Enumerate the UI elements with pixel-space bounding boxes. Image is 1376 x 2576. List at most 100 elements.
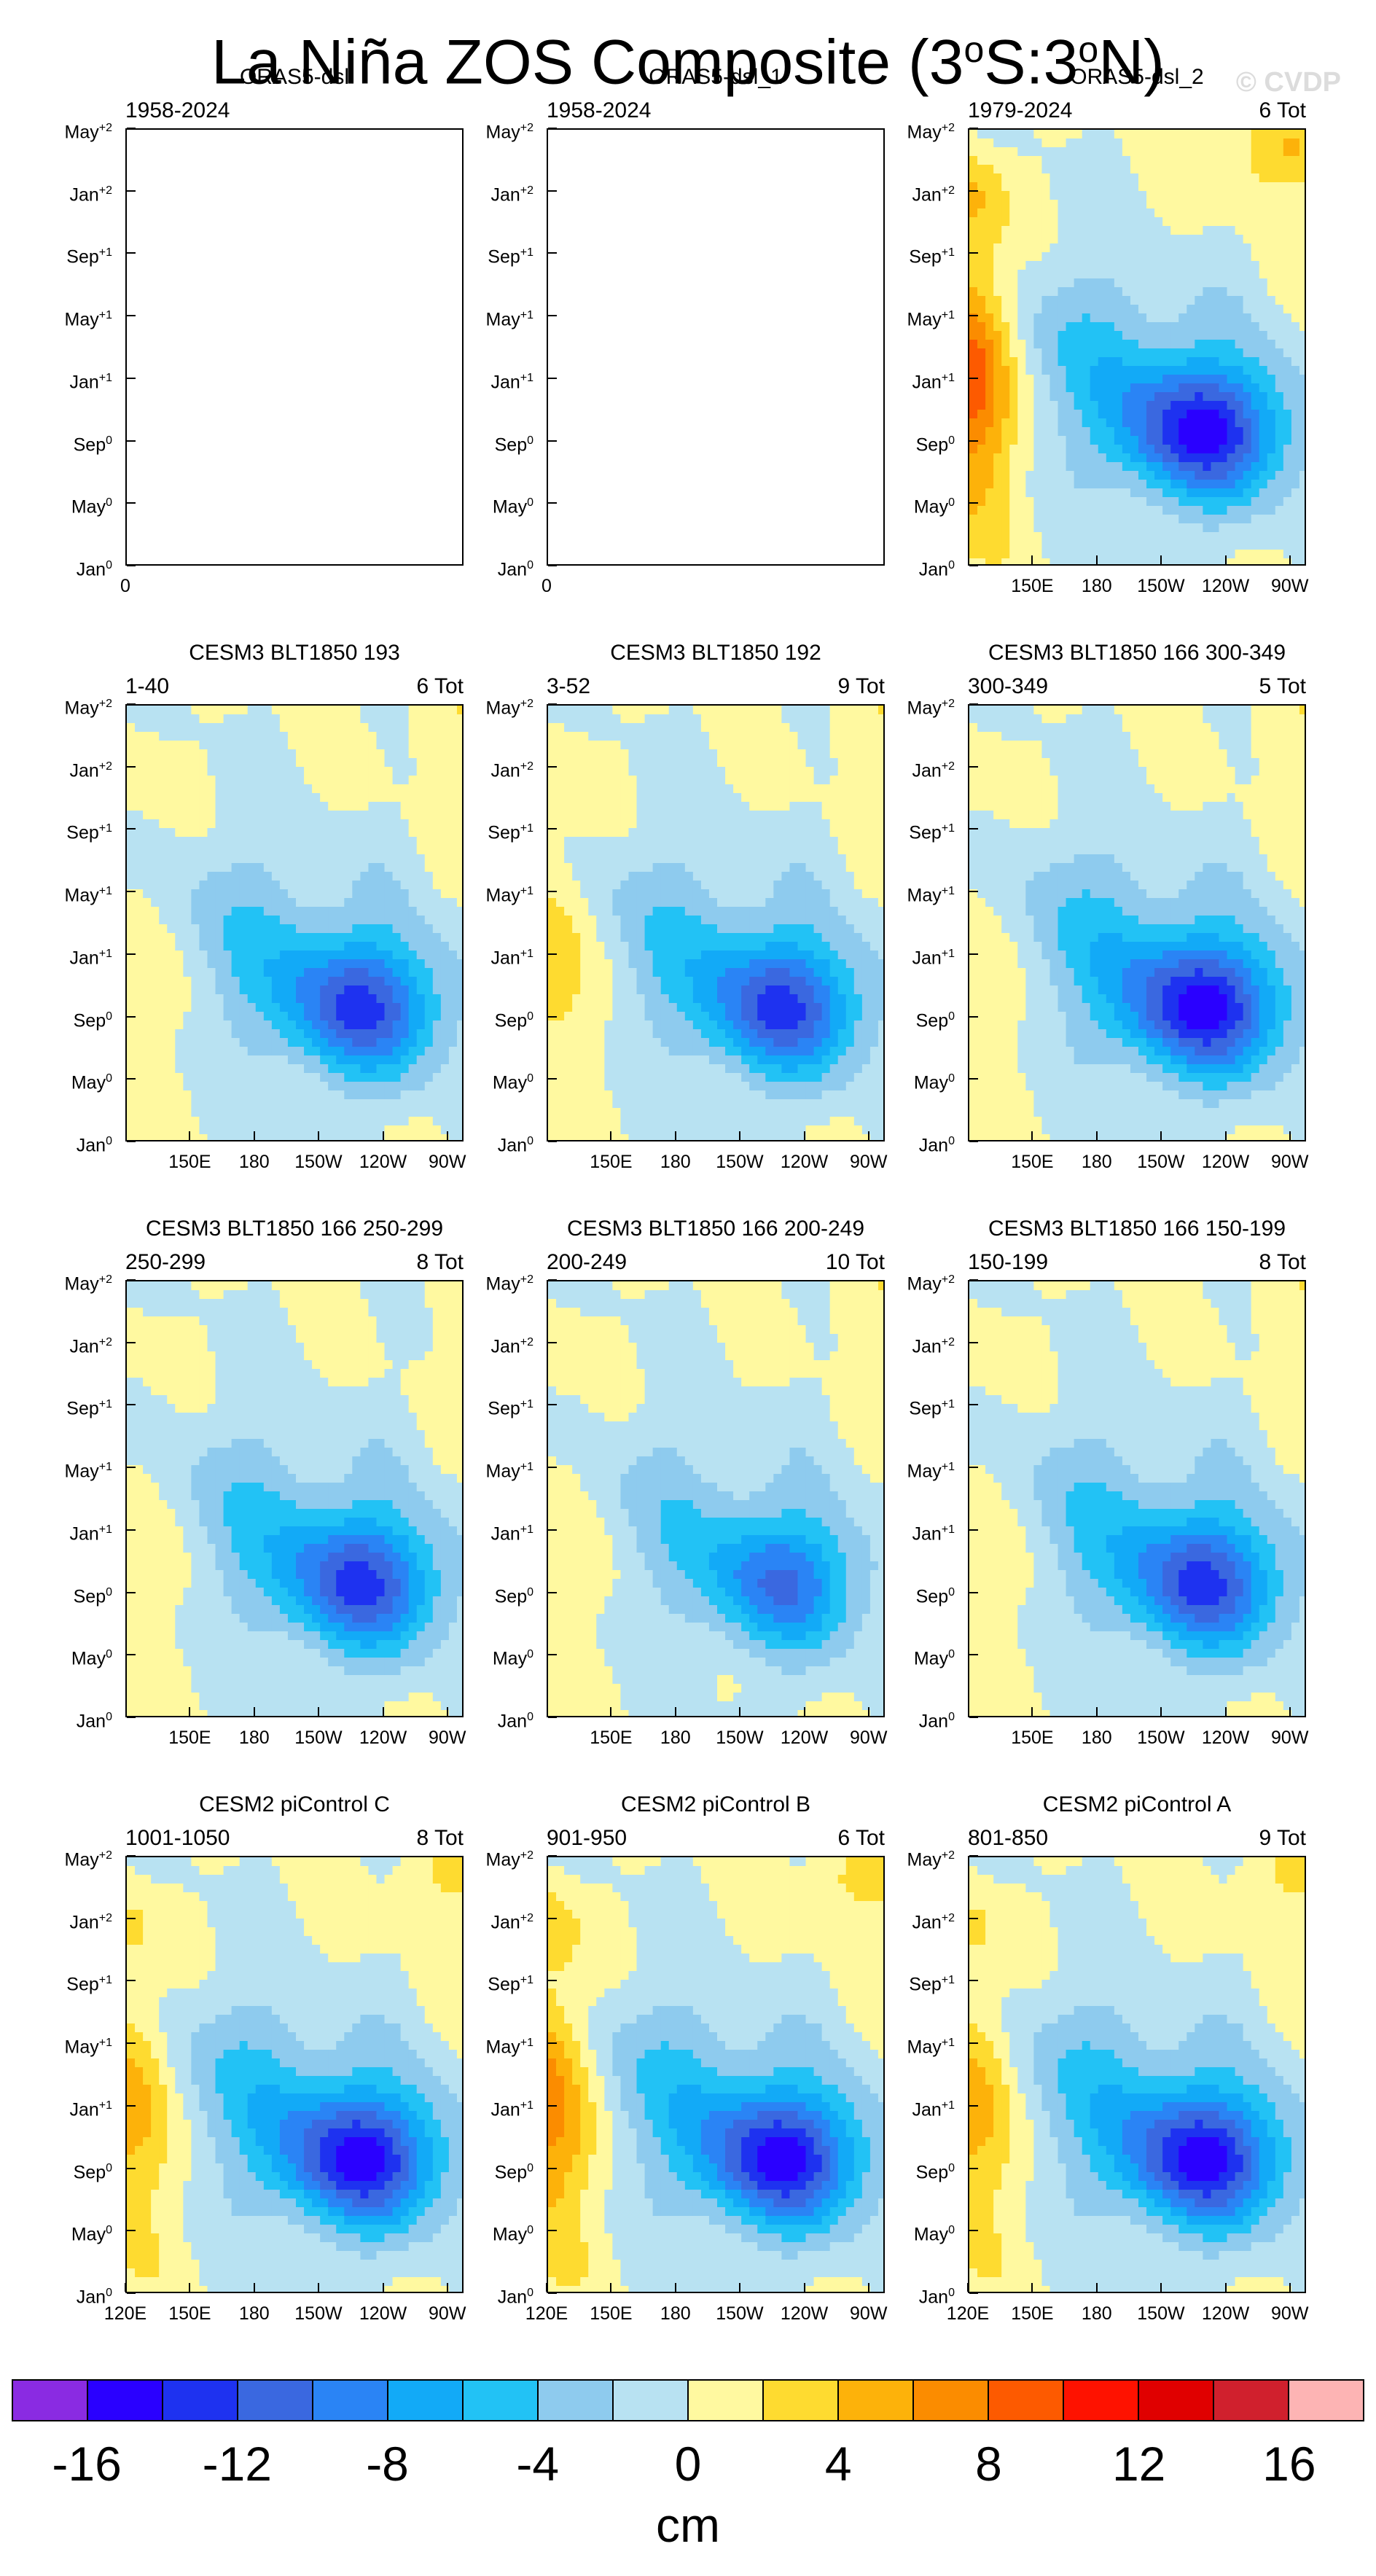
field-cell (432, 1020, 442, 1030)
field-cell (1227, 147, 1236, 157)
field-cell (1283, 427, 1292, 437)
field-cell (336, 916, 345, 925)
field-cell (684, 706, 694, 715)
field-cell (684, 714, 694, 724)
field-cell (1162, 383, 1171, 393)
field-cell (1162, 357, 1171, 367)
field-cell (360, 951, 370, 960)
field-cell (1138, 261, 1147, 270)
field-cell (207, 1038, 216, 1047)
field-cell (1251, 366, 1260, 375)
y-tick-mark (548, 190, 557, 192)
field-cell (416, 793, 426, 803)
field-cell (159, 994, 168, 1004)
field-cell (159, 819, 168, 829)
field-cell (223, 819, 232, 829)
field-cell (1082, 165, 1091, 174)
field-cell (1235, 278, 1244, 288)
field-cell (408, 916, 418, 925)
field-cell (1283, 471, 1292, 480)
field-cell (279, 933, 289, 942)
field-cell (376, 1134, 386, 1140)
field-cell (1106, 523, 1115, 533)
field-cell (135, 1020, 144, 1030)
field-cell (580, 837, 589, 846)
field-cell (628, 784, 638, 794)
field-cell (312, 837, 321, 846)
field-cell (1211, 506, 1220, 515)
field-cell (1009, 480, 1018, 489)
field-cell (1259, 340, 1268, 349)
field-cell (304, 837, 313, 846)
field-cell (869, 802, 879, 811)
field-cell (1251, 243, 1260, 253)
field-cell (1058, 523, 1067, 533)
field-cell (1267, 278, 1276, 288)
field-cell (368, 924, 378, 934)
field-cell (424, 1003, 434, 1012)
field-cell (376, 1038, 386, 1047)
field-cell (993, 278, 1002, 288)
field-cell (255, 898, 265, 908)
field-cell (368, 1003, 378, 1012)
field-cell (1243, 200, 1252, 209)
field-cell (400, 959, 410, 969)
field-cell (977, 471, 986, 480)
field-cell (296, 942, 305, 951)
field-cell (1195, 235, 1203, 244)
field-cell (1219, 138, 1228, 148)
field-cell (223, 1047, 232, 1056)
field-cell (191, 1125, 200, 1135)
field-cell (1275, 427, 1284, 437)
field-cell (167, 723, 176, 733)
field-cell (304, 1012, 313, 1021)
field-cell (1187, 138, 1195, 148)
field-cell (255, 723, 265, 733)
field-cell (432, 732, 442, 741)
field-cell (376, 968, 386, 977)
field-cell (1066, 270, 1075, 279)
field-cell (1235, 322, 1244, 332)
field-cell (1243, 340, 1252, 349)
field-cell (1074, 322, 1083, 332)
field-cell (1098, 410, 1107, 419)
field-cell (360, 942, 370, 951)
field-cell (993, 235, 1002, 244)
field-cell (199, 1020, 208, 1030)
field-cell (993, 436, 1002, 445)
field-cell (304, 1038, 313, 1047)
field-cell (127, 1125, 136, 1135)
field-cell (424, 732, 434, 741)
field-cell (781, 793, 791, 803)
field-cell (352, 749, 361, 759)
field-cell (384, 863, 394, 873)
field-cell (1219, 532, 1228, 542)
field-cell (676, 714, 686, 724)
field-cell (239, 714, 249, 724)
field-cell (207, 741, 216, 750)
field-cell (1211, 165, 1220, 174)
field-cell (271, 758, 281, 768)
field-cell (1033, 488, 1043, 498)
field-cell (440, 907, 450, 916)
field-cell (969, 523, 978, 533)
field-cell (1033, 532, 1043, 542)
field-cell (1187, 462, 1195, 472)
field-cell (1267, 138, 1276, 148)
field-cell (207, 977, 216, 986)
field-cell (223, 872, 232, 881)
field-cell (1154, 156, 1163, 165)
field-cell (644, 723, 654, 733)
field-cell (215, 758, 224, 768)
field-cell (1090, 550, 1099, 559)
field-cell (336, 863, 345, 873)
field-cell (247, 1047, 257, 1056)
field-cell (1154, 173, 1163, 183)
field-cell (717, 819, 726, 829)
field-cell (191, 1082, 200, 1091)
field-cell (239, 1047, 249, 1056)
field-cell (271, 942, 281, 951)
field-cell (191, 942, 200, 951)
field-cell (652, 723, 662, 733)
field-cell (1146, 191, 1155, 200)
